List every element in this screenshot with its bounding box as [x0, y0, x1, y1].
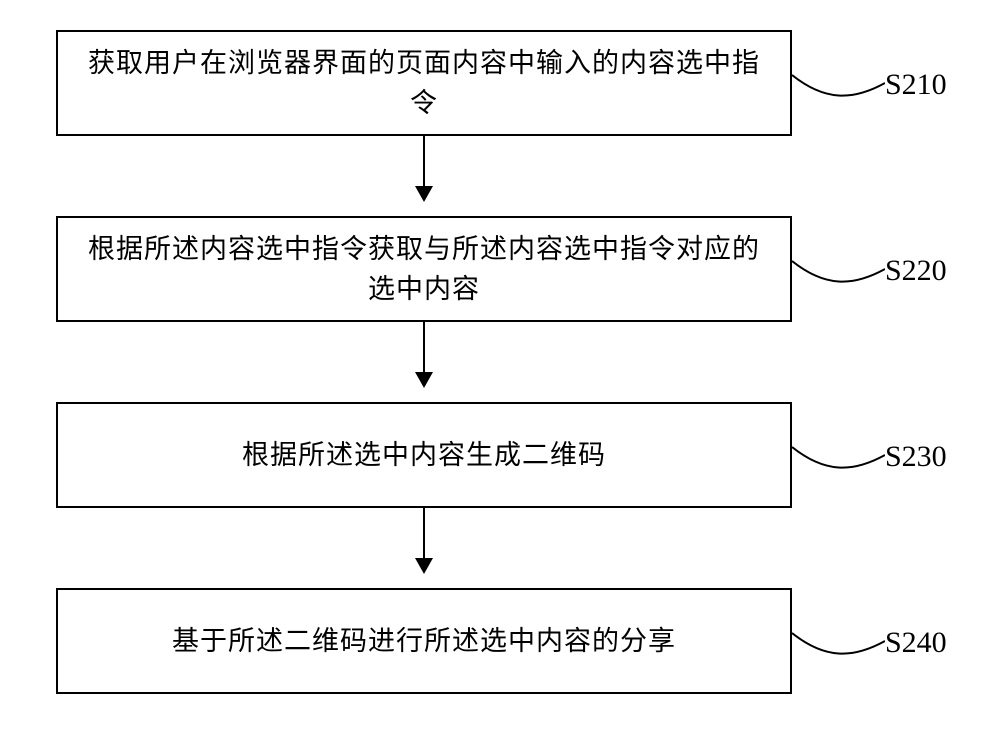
arrow-s210-s220 — [423, 136, 425, 200]
flow-step-s220: 根据所述内容选中指令获取与所述内容选中指令对应的选中内容 — [56, 216, 792, 322]
step-label-s220: S220 — [885, 254, 947, 288]
flow-step-text: 获取用户在浏览器界面的页面内容中输入的内容选中指令 — [78, 43, 770, 124]
flow-step-text: 基于所述二维码进行所述选中内容的分享 — [172, 621, 676, 662]
connector-s240 — [792, 621, 885, 661]
connector-s210 — [792, 63, 885, 103]
flow-step-s230: 根据所述选中内容生成二维码 — [56, 402, 792, 508]
arrow-s220-s230 — [423, 322, 425, 386]
step-label-s240: S240 — [885, 626, 947, 660]
step-label-s230: S230 — [885, 440, 947, 474]
step-label-s210: S210 — [885, 68, 947, 102]
flow-step-s210: 获取用户在浏览器界面的页面内容中输入的内容选中指令 — [56, 30, 792, 136]
connector-s220 — [792, 249, 885, 289]
flow-step-text: 根据所述内容选中指令获取与所述内容选中指令对应的选中内容 — [78, 229, 770, 310]
flowchart-canvas: 获取用户在浏览器界面的页面内容中输入的内容选中指令 S210 根据所述内容选中指令获… — [0, 0, 1000, 730]
arrow-s230-s240 — [423, 508, 425, 572]
flow-step-text: 根据所述选中内容生成二维码 — [242, 435, 606, 476]
flow-step-s240: 基于所述二维码进行所述选中内容的分享 — [56, 588, 792, 694]
connector-s230 — [792, 435, 885, 475]
